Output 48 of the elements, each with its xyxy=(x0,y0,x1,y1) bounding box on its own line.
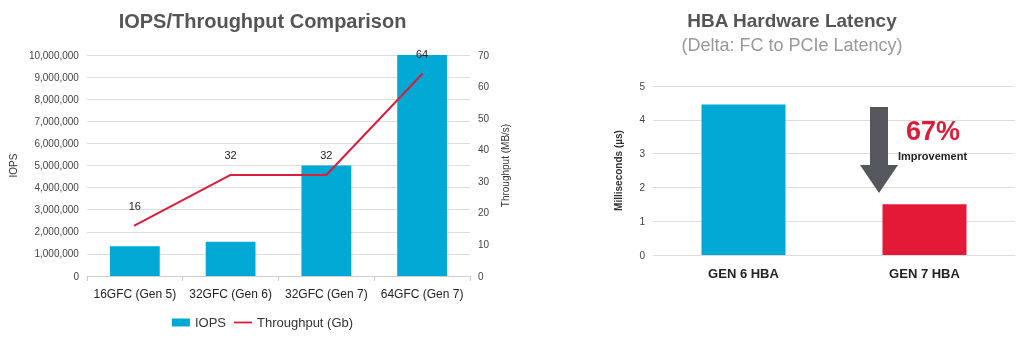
y-tick-label: 0 xyxy=(639,249,646,261)
y2-tick-label: 30 xyxy=(478,175,490,187)
x-tick-label: GEN 6 HBA xyxy=(708,266,780,281)
x-tick-label: 64GFC (Gen 7) xyxy=(380,287,464,301)
x-tick-label: GEN 7 HBA xyxy=(889,266,961,281)
y-tick-label: 10,000,000 xyxy=(28,49,80,61)
data-label: 32 xyxy=(224,149,237,162)
data-label: 64 xyxy=(415,48,429,61)
y-tick-label: 4 xyxy=(639,114,646,126)
y2-axis-title: Throughput (MB/s) xyxy=(499,123,511,208)
y-tick-label: 0 xyxy=(73,270,80,282)
data-label: 32 xyxy=(320,149,333,162)
bar xyxy=(109,246,160,276)
x-tick-label: 32GFC (Gen 7) xyxy=(285,287,368,301)
legend-label: Throughput (Gb) xyxy=(256,315,354,330)
y-axis-title: Milliseconds (µs) xyxy=(612,130,624,211)
y-tick-label: 5 xyxy=(639,80,646,92)
y-tick-label: 7,000,000 xyxy=(34,115,80,127)
y2-tick-label: 20 xyxy=(478,207,490,219)
chart-subtitle: (Delta: FC to PCIe Latency) xyxy=(681,35,903,55)
annotation: 67% xyxy=(906,116,961,147)
y-tick-label: 6,000,000 xyxy=(34,137,80,149)
y2-tick-label: 50 xyxy=(478,112,490,124)
y-tick-label: 1 xyxy=(639,215,646,227)
y2-tick-label: 40 xyxy=(478,144,490,156)
y-tick-label: 2 xyxy=(639,181,646,193)
legend-label: IOPS xyxy=(194,315,227,330)
y2-tick-label: 0 xyxy=(478,270,484,282)
chart-title: HBA Hardware Latency xyxy=(687,10,898,31)
chart-title: IOPS/Throughput Comparison xyxy=(118,10,407,32)
bar xyxy=(205,241,256,276)
y-axis-title: IOPS xyxy=(7,153,19,178)
y-tick-label: 4,000,000 xyxy=(34,182,80,194)
annotation: Improvement xyxy=(898,150,968,162)
y-tick-label: 2,000,000 xyxy=(34,226,80,238)
x-tick-label: 16GFC (Gen 5) xyxy=(93,287,177,301)
y-tick-label: 5,000,000 xyxy=(34,160,80,171)
y2-tick-label: 60 xyxy=(478,81,490,93)
data-label: 16 xyxy=(128,199,141,212)
y-tick-label: 1,000,000 xyxy=(34,248,80,260)
x-tick-label: 32GFC (Gen 6) xyxy=(189,287,272,301)
y-tick-label: 9,000,000 xyxy=(34,71,80,83)
y-tick-label: 3 xyxy=(639,148,646,160)
y-tick-label: 8,000,000 xyxy=(34,93,80,105)
y-tick-label: 3,000,000 xyxy=(34,204,80,216)
y2-tick-label: 70 xyxy=(478,49,490,61)
bar xyxy=(301,165,352,276)
y2-tick-label: 10 xyxy=(478,238,490,250)
